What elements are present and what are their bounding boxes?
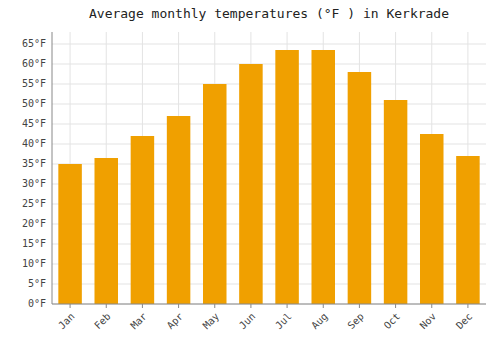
y-axis-line [52, 32, 53, 304]
y-tick-label: 25°F [22, 198, 46, 209]
x-tick [214, 304, 215, 308]
y-tick-label: 0°F [28, 298, 46, 309]
y-grid-line [52, 304, 486, 305]
x-tick [250, 304, 251, 308]
x-tick [323, 304, 324, 308]
x-tick-label: Jul [273, 311, 294, 332]
y-tick-label: 45°F [22, 118, 46, 129]
x-tick-label: Apr [165, 311, 186, 332]
x-tick [359, 304, 360, 308]
title: Average monthly temperatures (°F ) in Ke… [89, 6, 449, 21]
y-tick-label: 60°F [22, 58, 46, 69]
y-tick-label: 40°F [22, 138, 46, 149]
x-tick [467, 304, 468, 308]
x-tick-label: Feb [92, 311, 113, 332]
y-tick-label: 15°F [22, 238, 46, 249]
y-grid-line [52, 104, 486, 105]
x-axis-line [52, 304, 486, 305]
x-tick-label: Jan [56, 311, 77, 332]
y-tick-label: 30°F [22, 178, 46, 189]
x-tick [70, 304, 71, 308]
x-tick-label: Aug [309, 311, 330, 332]
y-tick-label: 65°F [22, 38, 46, 49]
y-grid-line [52, 84, 486, 85]
bar [420, 134, 444, 304]
bar [456, 156, 480, 304]
y-tick-label: 35°F [22, 158, 46, 169]
x-tick-label: Oct [382, 311, 403, 332]
bar [239, 64, 263, 304]
x-tick-label: Sep [345, 311, 366, 332]
bar [167, 116, 191, 304]
y-grid-line [52, 124, 486, 125]
bar [131, 136, 155, 304]
grid [52, 32, 486, 304]
bar [275, 50, 299, 304]
y-grid-line [52, 64, 486, 65]
y-tick-label: 55°F [22, 78, 46, 89]
x-tick-label: Mar [128, 311, 149, 332]
y-tick-label: 20°F [22, 218, 46, 229]
x-tick-label: Dec [454, 311, 475, 332]
bar [94, 158, 118, 304]
bar [203, 84, 227, 304]
bars [58, 50, 479, 304]
bar [348, 72, 372, 304]
x-tick-label: Jun [237, 311, 258, 332]
bar [311, 50, 335, 304]
x-tick [106, 304, 107, 308]
y-grid-line [52, 44, 486, 45]
y-tick-label: 10°F [22, 258, 46, 269]
x-tick [142, 304, 143, 308]
bar [58, 164, 82, 304]
bar [384, 100, 408, 304]
x-tick [395, 304, 396, 308]
x-tick [178, 304, 179, 308]
y-tick-label: 5°F [28, 278, 46, 289]
chart-container: 0°F 5°F 10°F 15°F 20°F 25°F 30°F 35°F 40°F 45°F 50… [0, 0, 500, 350]
y-tick-label: 50°F [22, 98, 46, 109]
x-tick [431, 304, 432, 308]
chart: 0°F 5°F 10°F 15°F 20°F 25°F 30°F 35°F 40°F 45°F 50… [0, 0, 500, 350]
x-tick [287, 304, 288, 308]
x-tick-label: Nov [418, 311, 439, 332]
x-tick-label: May [201, 311, 222, 332]
